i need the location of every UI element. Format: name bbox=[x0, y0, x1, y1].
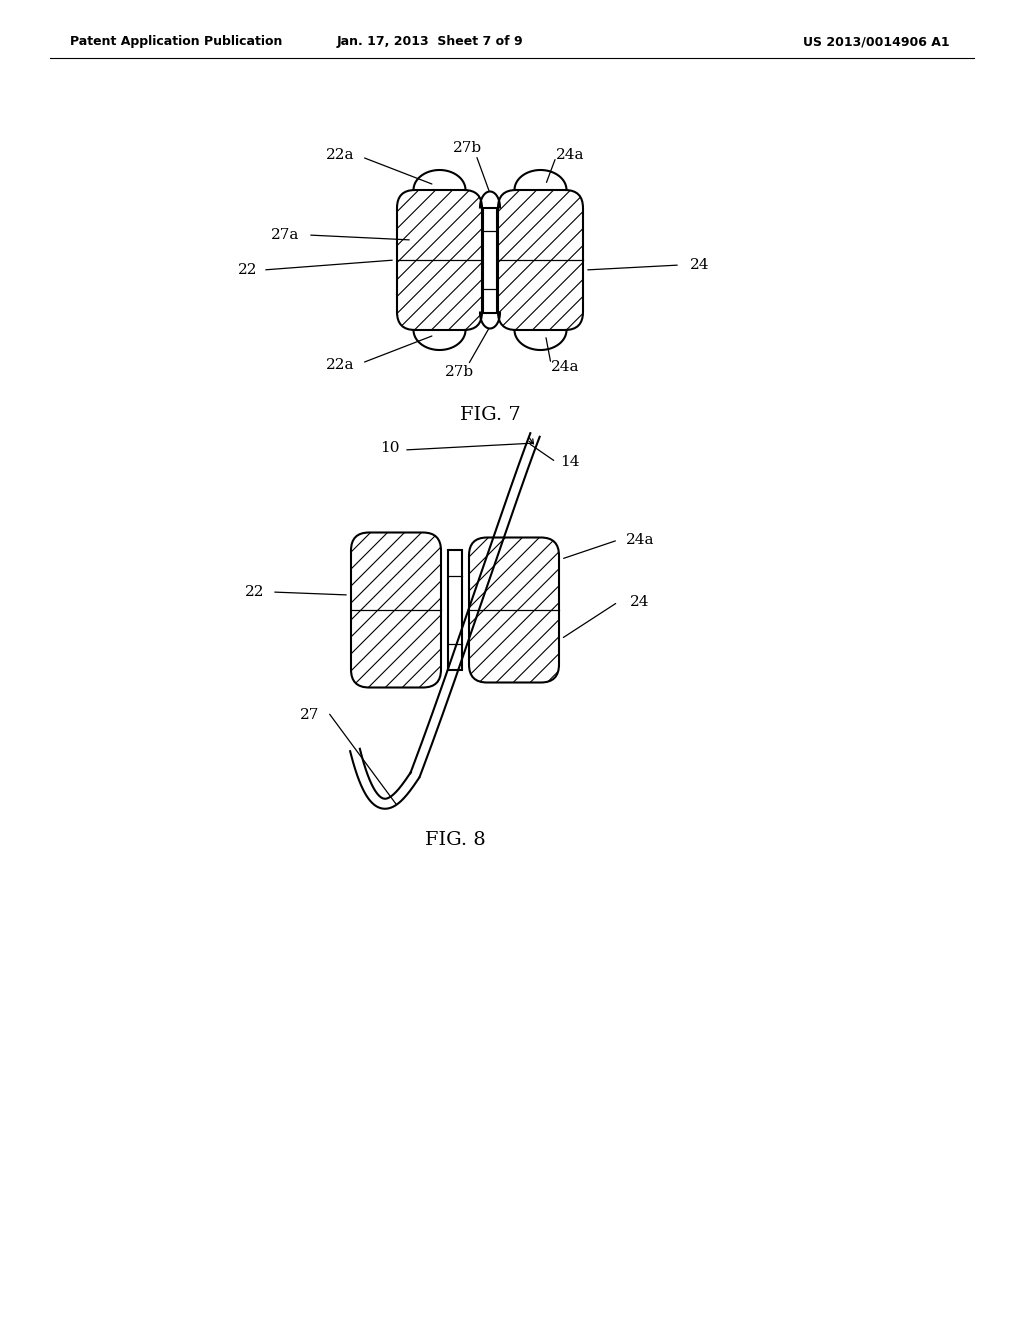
Text: FIG. 7: FIG. 7 bbox=[460, 407, 520, 424]
Text: 27b: 27b bbox=[445, 366, 474, 379]
Text: 14: 14 bbox=[560, 455, 580, 469]
Text: 27b: 27b bbox=[454, 141, 482, 154]
Bar bbox=[449, 549, 462, 671]
Text: 22: 22 bbox=[239, 263, 258, 277]
Bar bbox=[483, 207, 497, 313]
Text: 24a: 24a bbox=[626, 533, 654, 546]
Text: 24a: 24a bbox=[556, 148, 585, 162]
Text: 24a: 24a bbox=[551, 360, 580, 374]
Text: 24: 24 bbox=[690, 257, 710, 272]
Text: 22a: 22a bbox=[326, 358, 354, 372]
Text: Patent Application Publication: Patent Application Publication bbox=[70, 36, 283, 49]
Text: 27a: 27a bbox=[270, 228, 299, 242]
Text: FIG. 8: FIG. 8 bbox=[425, 832, 485, 849]
Text: 27: 27 bbox=[300, 708, 319, 722]
Text: 22: 22 bbox=[246, 585, 265, 599]
Text: Jan. 17, 2013  Sheet 7 of 9: Jan. 17, 2013 Sheet 7 of 9 bbox=[337, 36, 523, 49]
Text: 10: 10 bbox=[380, 441, 399, 455]
Text: 24: 24 bbox=[630, 595, 650, 609]
Text: US 2013/0014906 A1: US 2013/0014906 A1 bbox=[804, 36, 950, 49]
Text: 22a: 22a bbox=[326, 148, 354, 162]
